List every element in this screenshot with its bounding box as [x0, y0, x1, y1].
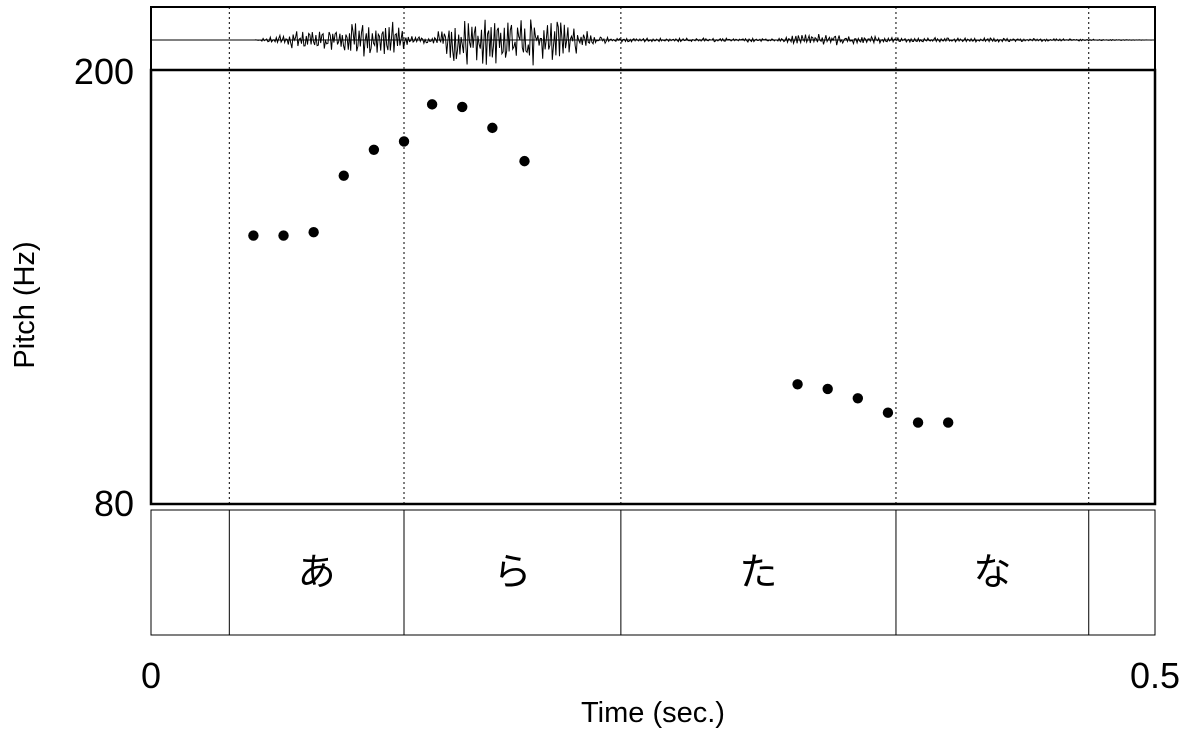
pitch-point-9 — [519, 155, 530, 167]
y-tick-label-top: 200 — [74, 51, 134, 92]
pitch-point-1 — [278, 230, 289, 241]
segment-label-2: た — [739, 550, 777, 594]
pitch-point-11 — [822, 383, 833, 395]
segment-labels: あらたな — [298, 550, 1012, 594]
pitch-point-13 — [882, 407, 894, 418]
pitch-point-2 — [308, 227, 319, 238]
y-tick-label-bottom: 80 — [94, 483, 134, 524]
x-tick-label-left: 0 — [141, 655, 161, 696]
pitch-point-15 — [942, 417, 954, 428]
x-axis-title: Time (sec.) — [581, 697, 725, 729]
pitch-point-12 — [852, 393, 864, 404]
segment-label-3: な — [973, 550, 1011, 594]
waveform-trace — [151, 19, 1155, 66]
segment-boundaries — [228, 7, 1090, 635]
segment-label-1: ら — [493, 550, 531, 594]
pitch-point-8 — [487, 122, 498, 134]
pitch-point-4 — [368, 144, 380, 155]
pitch-point-3 — [338, 170, 349, 181]
pitch-point-5 — [398, 136, 410, 147]
y-axis-title: Pitch (Hz) — [9, 241, 41, 368]
pitch-point-10 — [792, 379, 803, 390]
segment-label-0: あ — [298, 550, 336, 594]
pitch-points — [248, 99, 954, 428]
pitch-point-7 — [457, 101, 468, 113]
x-tick-label-right: 0.5 — [1130, 655, 1180, 696]
pitch-point-6 — [426, 99, 438, 110]
text-grid-frame — [150, 509, 1156, 636]
pitch-panel-frame — [149, 68, 1157, 506]
pitch-point-0 — [248, 230, 259, 241]
pitch-point-14 — [912, 417, 924, 428]
